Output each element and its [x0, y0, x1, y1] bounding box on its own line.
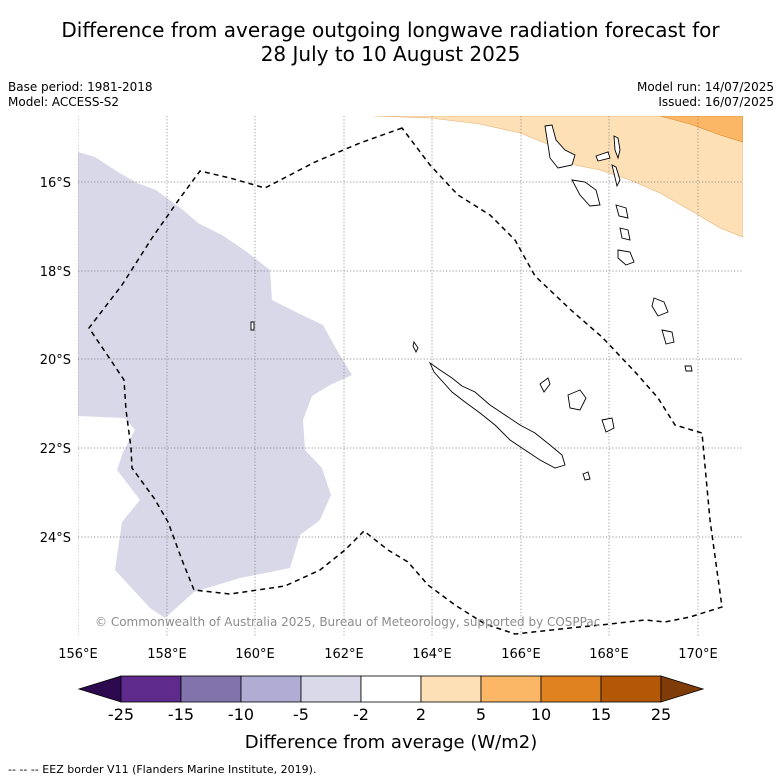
lon-label-160e: 160°E: [235, 647, 275, 662]
model-run: Model run: 14/07/2025: [636, 80, 774, 94]
lat-label-16s: 16°S: [40, 176, 71, 191]
coastlines: [250, 124, 693, 481]
aneityum-island: [661, 329, 675, 345]
colorbar-tick-label: 5: [476, 705, 486, 724]
latitude-labels: 16°S 18°S 20°S 22°S 24°S: [40, 176, 71, 546]
lon-label-156e: 156°E: [58, 647, 98, 662]
colorbar: -25 -15 -10 -5 -2 2 5 10 15 25 Differenc…: [77, 675, 705, 753]
colorbar-tick-label: -2: [353, 705, 369, 724]
eez-border: [88, 127, 723, 635]
issued-date: Issued: 16/07/2025: [658, 95, 774, 109]
pentecost-island: [611, 164, 621, 188]
lon-label-170e: 170°E: [678, 647, 718, 662]
lon-label-164e: 164°E: [412, 647, 452, 662]
colorbar-bin-7: [480, 675, 542, 703]
mare-island: [601, 417, 615, 433]
colorbar-bin-4: [300, 675, 362, 703]
colorbar-tick-label: -15: [168, 705, 194, 724]
footnote-eez: -- -- -- EEZ border V11 (Flanders Marine…: [8, 763, 317, 776]
efate-island: [619, 227, 631, 241]
colorbar-bin-3: [240, 675, 302, 703]
maewo-island: [613, 135, 621, 160]
colorbar-tick-label: 25: [651, 705, 671, 724]
map-area: [78, 116, 743, 637]
new-caledonia-island: [428, 361, 566, 469]
colorbar-extend-high: [660, 675, 705, 703]
lat-label-18s: 18°S: [40, 265, 71, 280]
colorbar-bin-1: [120, 675, 182, 703]
model-name: Model: ACCESS-S2: [8, 95, 120, 109]
ouvea-island: [539, 377, 551, 393]
chesterfield-islet: [250, 321, 255, 331]
erromango-island: [617, 249, 635, 266]
espiritu-santo-island: [544, 124, 576, 169]
matthew-island: [684, 365, 693, 372]
title-line-2: 28 July to 10 August 2025: [260, 42, 521, 66]
colorbar-tick-label: 10: [531, 705, 551, 724]
lat-label-24s: 24°S: [40, 531, 71, 546]
colorbar-bin-9: [600, 675, 662, 703]
ambae-island: [595, 151, 611, 162]
positive-anomaly-light: [373, 116, 743, 238]
lon-label-158e: 158°E: [147, 647, 187, 662]
colorbar-tick-label: -5: [293, 705, 309, 724]
title-line-1: Difference from average outgoing longwav…: [61, 18, 720, 42]
lon-label-166e: 166°E: [501, 647, 541, 662]
colorbar-title: Difference from average (W/m2): [245, 732, 537, 753]
epi-island: [615, 204, 629, 219]
colorbar-tick-label: 15: [591, 705, 611, 724]
meta-left: Base period: 1981-2018 Model: ACCESS-S2: [8, 80, 153, 110]
lon-label-168e: 168°E: [589, 647, 629, 662]
colorbar-bin-6: [420, 675, 482, 703]
lon-label-162e: 162°E: [324, 647, 364, 662]
positive-anomaly-mid: [659, 116, 743, 143]
lat-label-20s: 20°S: [40, 353, 71, 368]
longitude-labels: 156°E 158°E 160°E 162°E 164°E 166°E 168°…: [58, 647, 718, 662]
colorbar-bin-2: [180, 675, 242, 703]
chart-title: Difference from average outgoing longwav…: [0, 18, 781, 66]
colorbar-bin-8: [540, 675, 602, 703]
base-period: Base period: 1981-2018: [8, 80, 153, 94]
lifou-island: [567, 389, 587, 411]
isle-of-pines: [582, 471, 591, 481]
colorbar-extend-low: [77, 675, 122, 703]
colorbar-tick-label: 2: [416, 705, 426, 724]
colorbar-bin-5: [360, 675, 422, 703]
lat-label-22s: 22°S: [40, 442, 71, 457]
copyright-credit: © Commonwealth of Australia 2025, Bureau…: [95, 615, 600, 629]
colorbar-tick-label: -10: [228, 705, 254, 724]
colorbar-tick-label: -25: [108, 705, 134, 724]
negative-anomaly-region: [78, 152, 352, 618]
tanna-island: [651, 297, 669, 317]
gridlines: [78, 116, 743, 637]
malakula-island: [571, 179, 601, 207]
belep-islet: [412, 340, 419, 354]
meta-right: Model run: 14/07/2025 Issued: 16/07/2025: [637, 80, 774, 110]
